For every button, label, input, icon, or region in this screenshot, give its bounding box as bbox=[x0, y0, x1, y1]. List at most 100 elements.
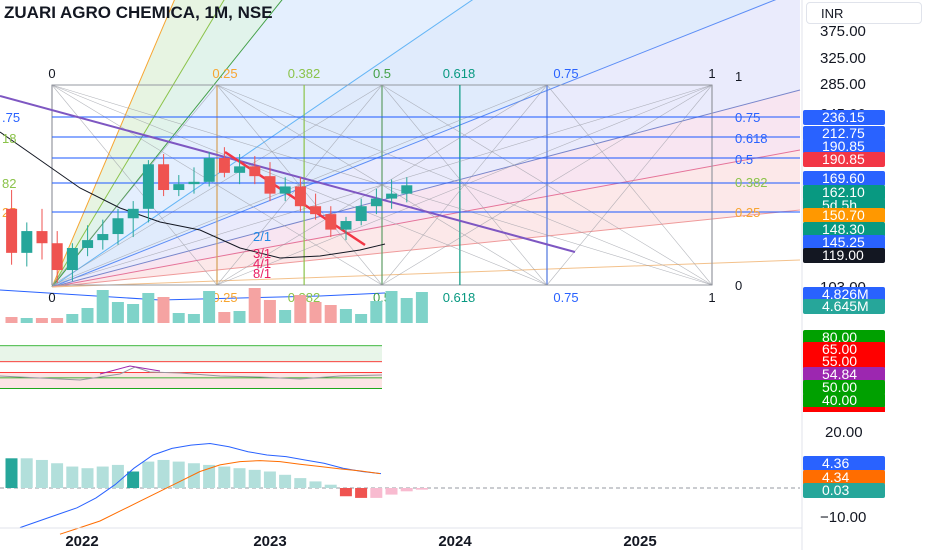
macd-signal-line bbox=[59, 460, 381, 535]
price-tag-bg bbox=[803, 110, 885, 125]
candles bbox=[6, 147, 413, 283]
volume-bar bbox=[203, 291, 216, 323]
macd-histogram-bar bbox=[385, 488, 398, 495]
time-axis[interactable]: 2022 2023 2024 2025 bbox=[0, 527, 802, 550]
price-tag: 190.85 bbox=[822, 151, 865, 167]
rsi-line bbox=[99, 365, 161, 375]
fan-line bbox=[51, 149, 801, 288]
macd-histogram-bar bbox=[157, 459, 170, 488]
volume-bar bbox=[339, 309, 352, 323]
fib-right-label: 0.5 bbox=[735, 152, 753, 167]
candle-body bbox=[188, 181, 200, 185]
time-tick: 2024 bbox=[438, 533, 472, 550]
volume-bar bbox=[218, 312, 231, 323]
macd-histogram-bar bbox=[142, 461, 155, 488]
fib-diagonal bbox=[51, 84, 713, 286]
volume-bar bbox=[96, 290, 109, 323]
volume-tag: 4.645M bbox=[822, 298, 869, 314]
macd-histogram-bar bbox=[187, 463, 200, 488]
candle-body bbox=[386, 193, 398, 199]
macd-histogram-bar bbox=[370, 488, 383, 498]
fib-right-label: 0.382 bbox=[735, 175, 768, 190]
candle-body bbox=[264, 176, 276, 194]
rsi-tag-bg bbox=[803, 380, 885, 395]
volume-bar bbox=[142, 293, 155, 323]
fan-line bbox=[51, 89, 801, 288]
volume-bar bbox=[279, 310, 292, 323]
rsi-line bbox=[0, 366, 383, 381]
candle-body bbox=[370, 198, 382, 207]
macd-histogram-bar bbox=[172, 461, 185, 488]
price-tag-bg bbox=[803, 139, 885, 154]
currency-selector[interactable]: INR bbox=[806, 2, 922, 24]
fib-bottom-label: 0.25 bbox=[212, 290, 237, 305]
fib-bottom-label: 0.75 bbox=[553, 290, 578, 305]
price-tag-bg bbox=[803, 248, 885, 263]
candle-body bbox=[112, 218, 124, 235]
fib-side-label: 82 bbox=[2, 176, 16, 191]
volume-bar bbox=[324, 305, 337, 323]
candle-body bbox=[218, 158, 230, 173]
fan-line bbox=[51, 259, 801, 288]
macd-histogram-bar bbox=[5, 458, 18, 488]
fib-diagonal bbox=[216, 84, 713, 286]
fib-top-label: 0.75 bbox=[553, 66, 578, 81]
candle-body bbox=[340, 221, 352, 230]
fib-diagonal bbox=[51, 84, 383, 286]
fan-line bbox=[51, 0, 474, 288]
volume-bar bbox=[66, 314, 79, 323]
fib-bottom-label: 0 bbox=[48, 290, 55, 305]
macd-tick: −10.00 bbox=[820, 509, 866, 526]
volume-tag-bg bbox=[803, 299, 885, 314]
volume-bar bbox=[187, 314, 200, 323]
rsi-tag-bg bbox=[803, 330, 885, 345]
price-tag-bg bbox=[803, 185, 885, 200]
price-tick: 285.00 bbox=[820, 76, 866, 93]
rsi-tag: 55.00 bbox=[822, 353, 857, 369]
candle-body bbox=[279, 186, 291, 194]
candle-body bbox=[310, 206, 322, 215]
macd-tag: 4.36 bbox=[822, 455, 849, 471]
macd-pane bbox=[0, 442, 800, 535]
fib-side-label: 18 bbox=[2, 131, 16, 146]
gann-fan-overlay bbox=[51, 0, 801, 288]
macd-histogram-bar bbox=[309, 481, 322, 488]
time-tick: 2025 bbox=[623, 533, 656, 550]
price-tag: 119.00 bbox=[822, 247, 864, 263]
fib-bottom-label: 0.618 bbox=[443, 290, 476, 305]
rsi-tag: 54.84 bbox=[822, 366, 857, 382]
macd-histogram-bar bbox=[203, 464, 216, 488]
price-tag: 169.60 bbox=[822, 170, 865, 186]
macd-histogram-bar bbox=[35, 459, 48, 488]
macd-histogram-bar bbox=[96, 466, 109, 488]
candle-body bbox=[97, 234, 109, 241]
volume-bar bbox=[309, 302, 322, 323]
fib-grid: 00.250.3820.50.6180.75100.250.3820.50.61… bbox=[0, 66, 800, 305]
rsi-tag: 40.00 bbox=[822, 392, 857, 408]
fib-top-label: 0.382 bbox=[288, 66, 321, 81]
candle-body bbox=[21, 231, 33, 253]
price-tag-bg bbox=[803, 126, 885, 141]
macd-tag: 4.34 bbox=[822, 469, 849, 485]
candle-body bbox=[51, 243, 63, 271]
volume-bar bbox=[263, 300, 276, 323]
macd-tag: 0.03 bbox=[822, 482, 849, 498]
rsi-tag-bg bbox=[803, 354, 885, 369]
fib-top-label: 0.25 bbox=[212, 66, 237, 81]
fan-ratio-label: 8/1 bbox=[253, 266, 271, 281]
candle-body bbox=[82, 240, 94, 248]
macd-histogram-bar bbox=[218, 466, 231, 488]
macd-histogram-bar bbox=[400, 488, 413, 492]
rsi-tag: 50.00 bbox=[822, 379, 857, 395]
volume-bar bbox=[400, 298, 413, 323]
macd-tag-bg bbox=[803, 456, 885, 471]
volume-bar bbox=[157, 297, 170, 323]
candle-body bbox=[325, 214, 337, 230]
macd-tag-bg bbox=[803, 470, 885, 485]
volume-bar bbox=[233, 311, 246, 323]
macd-tick: 20.00 bbox=[825, 424, 863, 441]
macd-histogram-bar bbox=[20, 458, 33, 488]
currency-label: INR bbox=[821, 5, 844, 21]
rsi-tag: 65.00 bbox=[822, 341, 857, 357]
